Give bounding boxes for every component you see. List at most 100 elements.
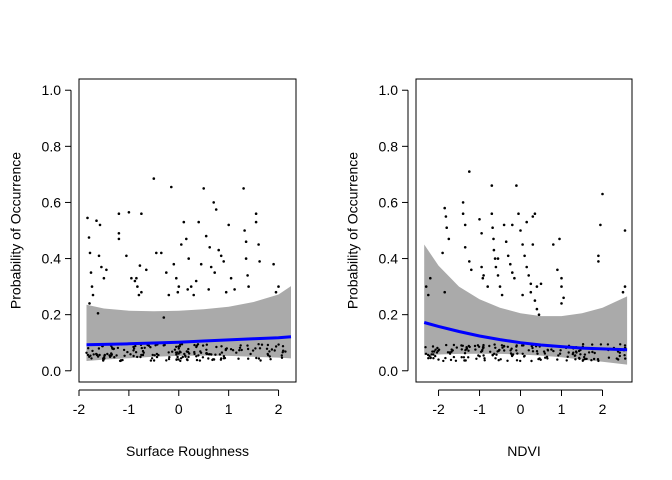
data-point xyxy=(175,276,178,280)
data-point xyxy=(207,357,210,360)
data-point xyxy=(520,344,524,347)
data-point xyxy=(176,355,179,359)
data-point xyxy=(581,359,584,362)
data-point xyxy=(152,177,156,180)
data-point xyxy=(103,353,107,357)
data-point xyxy=(277,285,280,288)
data-point xyxy=(167,357,171,361)
data-point xyxy=(460,356,463,359)
data-point xyxy=(149,359,153,362)
data-point xyxy=(132,347,136,350)
confidence-band xyxy=(424,244,628,365)
data-point xyxy=(102,357,105,360)
data-point xyxy=(91,293,95,297)
data-point xyxy=(479,350,483,353)
x-tick-label: 0 xyxy=(175,401,183,417)
data-point xyxy=(214,353,217,356)
data-point xyxy=(499,358,502,361)
data-point xyxy=(481,348,484,351)
data-point xyxy=(86,353,90,357)
data-point xyxy=(165,359,168,362)
data-point xyxy=(272,262,275,266)
data-point xyxy=(193,350,196,354)
data-point xyxy=(530,359,533,363)
data-point xyxy=(117,232,121,235)
data-point xyxy=(560,302,563,305)
data-point xyxy=(515,344,518,347)
data-point xyxy=(525,265,528,269)
data-point xyxy=(477,354,480,357)
data-point xyxy=(535,307,539,311)
data-point xyxy=(468,345,471,349)
data-point xyxy=(244,240,248,243)
data-point xyxy=(265,347,269,350)
plot-frame xyxy=(78,78,297,383)
data-point xyxy=(243,229,246,232)
data-point xyxy=(591,350,594,354)
data-point xyxy=(432,357,435,360)
data-point xyxy=(562,296,565,300)
data-point xyxy=(187,347,190,351)
data-point xyxy=(181,355,184,359)
data-point xyxy=(281,345,285,348)
data-point xyxy=(496,274,500,277)
data-point xyxy=(494,357,497,360)
data-point xyxy=(177,345,180,348)
data-point xyxy=(461,212,465,215)
data-point xyxy=(468,260,471,263)
data-point xyxy=(207,288,210,291)
x-tick-label: -1 xyxy=(123,401,136,417)
data-point xyxy=(189,285,193,288)
data-point xyxy=(445,343,448,347)
data-point xyxy=(567,351,570,354)
data-point xyxy=(100,265,103,269)
data-point xyxy=(463,246,467,249)
data-point xyxy=(85,351,88,354)
data-point xyxy=(461,344,464,347)
data-point xyxy=(133,279,137,283)
data-point xyxy=(122,348,126,352)
axes-group: 0.0 0.2 0.4 0.6 0.8 1.0 -2 -1 0 1 2 xyxy=(379,78,633,417)
data-point xyxy=(186,288,189,291)
data-point xyxy=(437,358,440,361)
data-point xyxy=(624,357,627,360)
data-point xyxy=(492,237,495,241)
data-point xyxy=(126,350,129,354)
data-point xyxy=(130,276,133,280)
data-point xyxy=(454,359,458,362)
data-point xyxy=(443,206,447,210)
data-point xyxy=(193,352,196,356)
data-point xyxy=(477,345,481,348)
data-point xyxy=(533,299,537,302)
data-point xyxy=(517,212,520,215)
data-point xyxy=(574,350,578,353)
data-point xyxy=(95,219,98,222)
data-point xyxy=(623,285,627,288)
data-point xyxy=(115,354,118,357)
data-point xyxy=(139,355,142,359)
data-point xyxy=(492,248,496,252)
y-tick-label: 1.0 xyxy=(42,82,62,98)
data-point xyxy=(521,243,524,246)
data-point xyxy=(511,353,515,356)
data-point xyxy=(259,359,262,362)
data-point xyxy=(87,236,91,239)
data-point xyxy=(435,351,439,354)
data-point xyxy=(444,356,447,360)
data-point xyxy=(177,352,180,355)
data-point xyxy=(523,254,526,258)
data-point xyxy=(558,352,562,355)
data-point xyxy=(494,265,498,269)
data-point xyxy=(504,240,508,243)
data-point xyxy=(498,348,501,352)
data-point xyxy=(619,343,622,346)
x-tick-label: 1 xyxy=(225,401,233,417)
data-point xyxy=(198,359,202,362)
data-point xyxy=(97,254,101,258)
data-point xyxy=(135,276,138,280)
data-point xyxy=(168,356,171,359)
data-point xyxy=(171,350,174,353)
data-point xyxy=(513,276,516,280)
data-point xyxy=(233,288,236,291)
